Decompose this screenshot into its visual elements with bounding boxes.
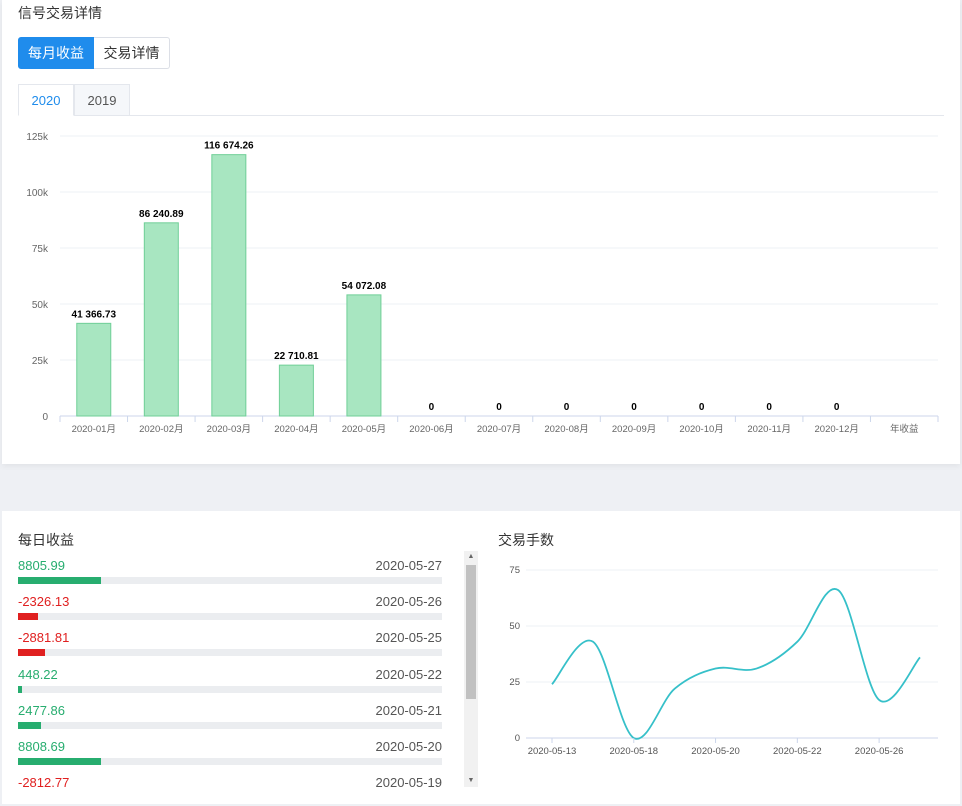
x-tick-label: 2020-05-18 [609,746,658,757]
progress-fill [18,685,22,693]
daily-value: 8808.69 [18,738,65,754]
data-label: 0 [564,402,570,413]
data-label: 22 710.81 [274,351,319,362]
view-toggle: 每月收益 交易详情 [18,37,170,69]
monthly-panel: 信号交易详情 每月收益 交易详情 2020 2019 0 25k 50k 75k 100… [2,0,960,464]
progress-track [18,649,442,657]
trade-details-button[interactable]: 交易详情 [94,37,170,69]
daily-date: 2020-05-21 [375,702,443,718]
scroll-thumb[interactable] [466,565,476,699]
data-label: 0 [496,402,502,413]
y-tick-label: 125k [26,132,49,143]
progress-fill [18,613,39,621]
data-label: 41 366.73 [72,309,117,320]
list-item: 448.22 2020-05-22 [18,664,442,700]
list-item: -2326.13 2020-05-26 [18,591,442,627]
x-tick-label: 2020-04月 [274,424,318,435]
y-tick-label: 50k [32,300,49,311]
y-tick-label: 25 [509,677,520,688]
daily-value: 448.22 [18,666,58,682]
scroll-down-icon[interactable]: ▼ [467,777,475,784]
y-tick-label: 50 [509,621,520,632]
list-item: 8805.99 2020-05-27 [18,555,442,591]
data-label: 86 240.89 [139,209,184,220]
daily-value: 8805.99 [18,558,65,573]
daily-value: -2812.77 [18,775,70,791]
x-tick-label: 2020-05月 [342,424,386,435]
bar [143,222,179,417]
progress-track [18,685,442,693]
tab-2019[interactable]: 2019 [74,84,130,116]
daily-date: 2020-05-25 [375,630,443,646]
monthly-bar-chart: 0 25k 50k 75k 100k 125k 2020-01月 41 366.73 2020-… [26,132,939,435]
trades-chart-title: 交易手数 [498,532,554,548]
daily-value: -2881.81 [18,630,70,646]
progress-track [18,721,442,729]
data-label: 54 072.08 [342,281,387,292]
data-label: 0 [766,402,772,413]
daily-date: 2020-05-22 [375,666,443,682]
scroll-up-icon[interactable]: ▲ [467,553,475,560]
daily-value: -2326.13 [18,594,70,610]
progress-fill [18,649,46,657]
daily-profit-title: 每日收益 [18,532,74,548]
x-tick-label: 2020-06月 [409,424,453,435]
x-tick-label: 2020-05-22 [773,746,822,757]
x-tick-label: 2020-02月 [139,424,183,435]
x-tick-label: 2020-08月 [544,424,588,435]
page-title: 信号交易详情 [18,5,102,21]
daily-date: 2020-05-20 [375,738,443,754]
bar [76,322,112,417]
list-item: -2881.81 2020-05-25 [18,627,442,663]
trades-line-chart: 0 25 50 75 2020-05-13 2020-05-18 2020-05-20 202… [509,565,938,757]
progress-fill [18,757,101,765]
y-tick-label: 0 [42,412,48,423]
daily-profit-list[interactable]: 8805.99 2020-05-27 -2326.13 2020-05-26 -2881… [18,555,442,793]
y-tick-label: 75k [32,244,49,255]
x-tick-label: 2020-05-20 [691,746,740,757]
list-item: 8808.69 2020-05-20 [18,736,442,772]
daily-list-scrollbar[interactable]: ▲ ▼ [464,551,478,787]
data-label: 116 674.26 [204,141,254,152]
y-tick-label: 75 [509,565,520,576]
x-tick-label: 2020-01月 [72,424,116,435]
data-label: 0 [834,402,840,413]
tab-2020[interactable]: 2020 [18,84,74,116]
daily-date: 2020-05-26 [375,594,443,610]
y-tick-label: 0 [515,733,520,744]
x-tick-label: 2020-12月 [815,424,859,435]
list-item: -2812.77 2020-05-19 [18,772,442,793]
progress-track [18,577,442,584]
x-tick-label: 年收益 [890,423,919,435]
x-tick-label: 2020-09月 [612,424,656,435]
monthly-profit-button[interactable]: 每月收益 [18,37,94,69]
list-item: 2477.86 2020-05-21 [18,700,442,736]
y-tick-label: 100k [26,188,49,199]
daily-date: 2020-05-27 [375,558,443,573]
series-line [551,587,921,740]
progress-track [18,757,442,765]
progress-fill [18,721,42,729]
bar [346,294,382,417]
bottom-panel: 每日收益 8805.99 2020-05-27 -2326.13 2020-05-26… [2,511,960,804]
progress-fill [18,577,101,584]
y-tick-label: 25k [32,356,49,367]
progress-track [18,613,442,621]
x-tick-label: 2020-03月 [207,424,251,435]
data-label: 0 [429,402,435,413]
bar [278,364,314,417]
x-tick-label: 2020-11月 [747,424,791,435]
bar [211,154,247,417]
data-label: 0 [631,402,637,413]
daily-date: 2020-05-19 [375,775,443,791]
data-label: 0 [699,402,705,413]
daily-value: 2477.86 [18,702,65,718]
x-tick-label: 2020-07月 [477,424,521,435]
x-tick-label: 2020-05-26 [855,746,904,757]
x-tick-label: 2020-10月 [679,424,723,435]
x-tick-label: 2020-05-13 [528,746,577,757]
year-tabs: 2020 2019 [18,84,944,116]
